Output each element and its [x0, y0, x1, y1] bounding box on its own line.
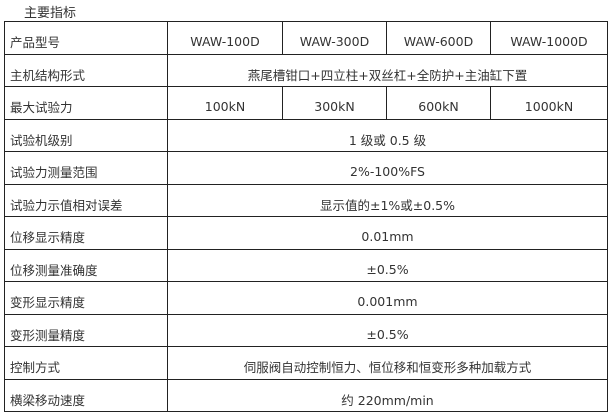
force-cell: 300kN: [282, 86, 387, 120]
row-label: 控制方式: [4, 346, 168, 380]
row-value: 1 级或 0.5 级: [167, 118, 608, 152]
row-value: 约 220mm/min: [167, 378, 608, 412]
row-label: 位移显示精度: [4, 216, 168, 250]
row-label: 试验力测量范围: [4, 151, 168, 185]
table-row: 试验力示值相对误差 显示值的±1%或±0.5%: [4, 183, 608, 217]
table-row-model: 产品型号 WAW-100D WAW-300D WAW-600D WAW-1000…: [4, 21, 608, 55]
row-label: 变形测量精度: [4, 313, 168, 347]
row-value: 2%-100%FS: [167, 151, 608, 185]
model-cell: WAW-100D: [167, 21, 283, 55]
model-cell: WAW-600D: [386, 21, 491, 55]
section-title: 主要指标: [24, 6, 77, 21]
row-label: 试验机级别: [4, 118, 168, 152]
table-row: 位移测量准确度 ±0.5%: [4, 248, 608, 282]
table-row: 变形显示精度 0.001mm: [4, 281, 608, 315]
row-label: 最大试验力: [4, 86, 168, 120]
row-label: 变形显示精度: [4, 281, 168, 315]
table-row: 试验机级别 1 级或 0.5 级: [4, 118, 608, 152]
table-row-structure: 主机结构形式 燕尾槽钳口+四立柱+双丝杠+全防护+主油缸下置: [4, 53, 608, 87]
row-label: 横梁移动速度: [4, 378, 168, 412]
row-label: 试验力示值相对误差: [4, 183, 168, 217]
row-label: 位移测量准确度: [4, 248, 168, 282]
model-cell: WAW-1000D: [490, 21, 608, 55]
row-label: 主机结构形式: [4, 53, 168, 87]
row-label: 产品型号: [4, 21, 168, 55]
spec-table: 产品型号 WAW-100D WAW-300D WAW-600D WAW-1000…: [4, 21, 608, 412]
row-value: 伺服阀自动控制恒力、恒位移和恒变形多种加载方式: [167, 346, 608, 380]
force-cell: 600kN: [386, 86, 491, 120]
model-cell: WAW-300D: [282, 21, 387, 55]
table-row: 横梁移动速度约 220mm/min: [4, 378, 608, 412]
row-value: 燕尾槽钳口+四立柱+双丝杠+全防护+主油缸下置: [167, 53, 608, 87]
table-row: 试验力测量范围 2%-100%FS: [4, 151, 608, 185]
table-row: 位移显示精度 0.01mm: [4, 216, 608, 250]
row-value: ±0.5%: [167, 248, 608, 282]
row-value: 0.001mm: [167, 281, 608, 315]
row-value: 显示值的±1%或±0.5%: [167, 183, 608, 217]
force-cell: 100kN: [167, 86, 283, 120]
table-row-max-force: 最大试验力 100kN 300kN 600kN 1000kN: [4, 86, 608, 120]
row-value: 0.01mm: [167, 216, 608, 250]
force-cell: 1000kN: [490, 86, 608, 120]
table-row: 变形测量精度 ±0.5%: [4, 313, 608, 347]
row-value: ±0.5%: [167, 313, 608, 347]
table-row: 控制方式 伺服阀自动控制恒力、恒位移和恒变形多种加载方式: [4, 346, 608, 380]
